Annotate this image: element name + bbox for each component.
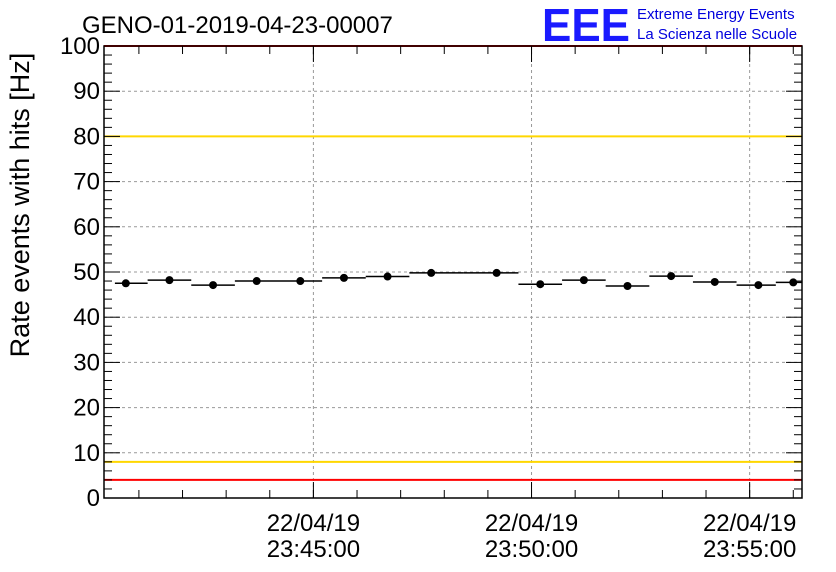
data-point xyxy=(536,280,545,289)
y-tick-label: 50 xyxy=(73,259,100,286)
y-tick-labels: 0 10 20 30 40 50 60 70 80 90 100 xyxy=(60,33,100,512)
reference-lines xyxy=(104,45,802,481)
y-tick-label: 0 xyxy=(87,485,100,512)
axis-ticks xyxy=(104,45,802,499)
data-point xyxy=(667,272,676,281)
data-point xyxy=(296,277,305,286)
data-point xyxy=(165,276,174,285)
data-point xyxy=(754,281,763,290)
eee-logo-mark: EEE xyxy=(542,0,630,51)
data-point xyxy=(383,272,392,281)
data-series xyxy=(114,268,802,291)
y-tick-label: 40 xyxy=(73,304,100,331)
x-tick-label-time: 23:55:00 xyxy=(703,536,796,563)
grid xyxy=(104,46,802,498)
data-point xyxy=(339,273,348,282)
data-point xyxy=(252,277,261,286)
chart-title: GENO-01-2019-04-23-00007 xyxy=(82,12,393,39)
x-tick-label-date: 22/04/19 xyxy=(485,510,578,537)
y-tick-label: 100 xyxy=(60,33,100,60)
y-tick-label: 60 xyxy=(73,214,100,241)
data-point xyxy=(121,279,130,288)
y-axis-label: Rate events with hits [Hz] xyxy=(5,53,35,358)
x-tick-label-date: 22/04/19 xyxy=(267,510,360,537)
data-point xyxy=(427,268,436,277)
y-tick-label: 30 xyxy=(73,349,100,376)
x-tick-label-date: 22/04/19 xyxy=(703,510,796,537)
data-point xyxy=(623,282,632,291)
data-point xyxy=(710,277,719,286)
y-tick-label: 90 xyxy=(73,78,100,105)
x-tick-label-time: 23:50:00 xyxy=(485,536,578,563)
y-tick-label: 10 xyxy=(73,440,100,467)
y-tick-label: 80 xyxy=(73,123,100,150)
eee-logo: EEE Extreme Energy Events La Scienza nel… xyxy=(542,0,797,51)
y-tick-label: 20 xyxy=(73,395,100,422)
x-tick-label-time: 23:45:00 xyxy=(267,536,360,563)
data-point xyxy=(579,276,588,285)
eee-logo-line1: Extreme Energy Events xyxy=(637,6,795,23)
data-point xyxy=(209,281,218,290)
y-tick-label: 70 xyxy=(73,169,100,196)
eee-logo-line2: La Scienza nelle Scuole xyxy=(637,26,797,43)
data-point xyxy=(789,278,798,287)
data-point xyxy=(492,268,501,277)
x-tick-labels: 22/04/1923:45:0022/04/1923:50:0022/04/19… xyxy=(267,510,797,563)
